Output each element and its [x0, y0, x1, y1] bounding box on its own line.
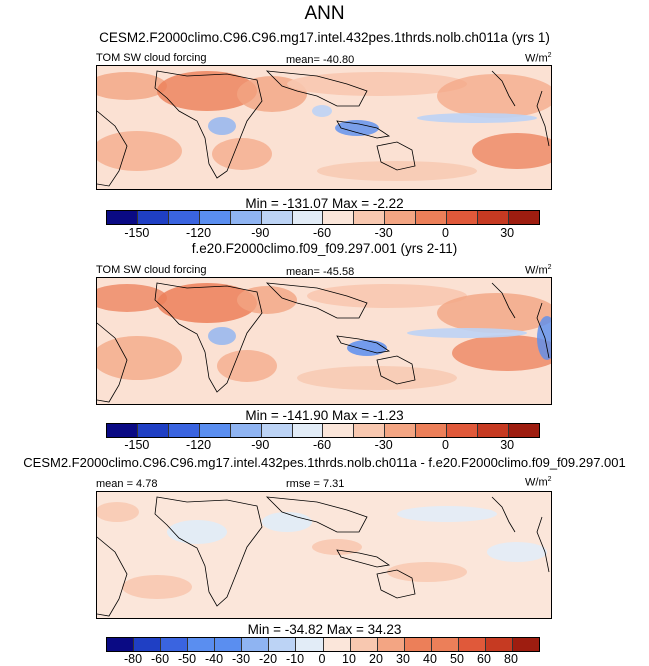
colorbar-cell [508, 211, 539, 224]
panel-2-mean-label: mean= -45.58 [286, 266, 355, 278]
colorbar-tick-label: 10 [342, 652, 356, 666]
panel-1-colorbar [106, 210, 540, 225]
colorbar-tick-label: -90 [251, 226, 270, 240]
colorbar-cell [168, 211, 200, 224]
colorbar-tick-label: 20 [369, 652, 383, 666]
panel-2-colorbar [106, 423, 540, 438]
colorbar-tick-label: 30 [396, 652, 410, 666]
colorbar-cell [230, 211, 262, 224]
colorbar-tick-label: 0 [318, 652, 326, 666]
panel-2-map [96, 277, 552, 405]
panel-1-units-label: W/m2 [525, 52, 552, 65]
colorbar-cell [261, 211, 293, 224]
panel-3-units-label: W/m2 [525, 476, 552, 489]
main-title: ANN [304, 3, 345, 24]
panel-2-variable-label: TOM SW cloud forcing [96, 264, 207, 276]
colorbar-tick-label: -30 [231, 652, 251, 666]
colorbar-tick-label: -40 [204, 652, 224, 666]
colorbar-cell [458, 638, 486, 651]
colorbar-cell [323, 638, 351, 651]
colorbar-cell [199, 424, 231, 437]
colorbar-cell [292, 424, 324, 437]
colorbar-tick-label: -150 [124, 438, 150, 452]
colorbar-tick-label: -50 [177, 652, 197, 666]
colorbar-cell [377, 638, 405, 651]
colorbar-tick-label: -10 [285, 652, 305, 666]
colorbar-tick-label: -80 [123, 652, 143, 666]
colorbar-cell [269, 638, 297, 651]
colorbar-tick-label: -150 [124, 226, 150, 240]
colorbar-tick-label: -30 [374, 226, 393, 240]
colorbar-cell [354, 211, 386, 224]
colorbar-cell [137, 424, 169, 437]
colorbar-cell [323, 424, 355, 437]
colorbar-tick-label: 0 [441, 226, 449, 240]
colorbar-cell [385, 211, 417, 224]
colorbar-cell [350, 638, 378, 651]
panel-1-mean-label: mean= -40.80 [286, 54, 355, 66]
panel-1-min-max: Min = -131.07 Max = -2.22 [245, 196, 404, 211]
colorbar-cell [416, 424, 448, 437]
panel-2-subtitle: f.e20.F2000climo.f09_f09.297.001 (yrs 2-… [191, 241, 458, 256]
colorbar-tick-label: -60 [312, 226, 332, 240]
colorbar-cell [161, 638, 189, 651]
colorbar-tick-label: -20 [258, 652, 278, 666]
panel-2-units-label: W/m2 [525, 264, 552, 277]
colorbar-cell [354, 424, 386, 437]
colorbar-cell [447, 211, 479, 224]
colorbar-cell [107, 424, 138, 437]
colorbar-cell [447, 424, 479, 437]
panel-3-min-max: Min = -34.82 Max = 34.23 [247, 622, 402, 637]
colorbar-cell [230, 424, 262, 437]
colorbar-tick-label: 30 [500, 438, 515, 452]
colorbar-cell [404, 638, 432, 651]
panel-3-colorbar [106, 637, 540, 652]
colorbar-cell [512, 638, 539, 651]
colorbar-cell [215, 638, 243, 651]
colorbar-cell [107, 638, 135, 651]
colorbar-tick-label: -60 [150, 652, 170, 666]
colorbar-tick-label: -60 [312, 438, 332, 452]
panel-1-subtitle: CESM2.F2000climo.C96.C96.mg17.intel.432p… [99, 30, 550, 45]
colorbar-cell [188, 638, 216, 651]
colorbar-tick-label: 0 [441, 438, 449, 452]
colorbar-cell [508, 424, 539, 437]
colorbar-cell [199, 211, 231, 224]
colorbar-tick-label: -90 [251, 438, 270, 452]
colorbar-cell [107, 211, 138, 224]
colorbar-cell [296, 638, 324, 651]
colorbar-cell [478, 424, 509, 437]
colorbar-tick-label: -120 [186, 438, 212, 452]
colorbar-tick-label: 30 [500, 226, 515, 240]
colorbar-cell [168, 424, 200, 437]
colorbar-cell [431, 638, 459, 651]
colorbar-cell [134, 638, 162, 651]
colorbar-tick-label: 50 [450, 652, 464, 666]
colorbar-cell [385, 424, 417, 437]
colorbar-cell [261, 424, 293, 437]
colorbar-tick-label: 40 [423, 652, 437, 666]
colorbar-tick-label: -120 [186, 226, 212, 240]
colorbar-cell [478, 211, 509, 224]
colorbar-cell [242, 638, 270, 651]
panel-1-variable-label: TOM SW cloud forcing [96, 52, 207, 64]
panel-2-min-max: Min = -141.90 Max = -1.23 [245, 408, 404, 423]
colorbar-cell [137, 211, 169, 224]
colorbar-tick-label: 80 [504, 652, 518, 666]
colorbar-cell [416, 211, 448, 224]
panel-3-map [96, 491, 552, 619]
panel-3-mean-label: mean = 4.78 [96, 478, 158, 490]
colorbar-tick-label: -30 [374, 438, 393, 452]
colorbar-cell [485, 638, 513, 651]
panel-3-rmse-label: rmse = 7.31 [286, 478, 345, 490]
colorbar-cell [323, 211, 355, 224]
colorbar-tick-label: 60 [477, 652, 491, 666]
panel-1-map [96, 65, 552, 190]
colorbar-cell [292, 211, 324, 224]
panel-3-subtitle: CESM2.F2000climo.C96.C96.mg17.intel.432p… [23, 455, 626, 470]
